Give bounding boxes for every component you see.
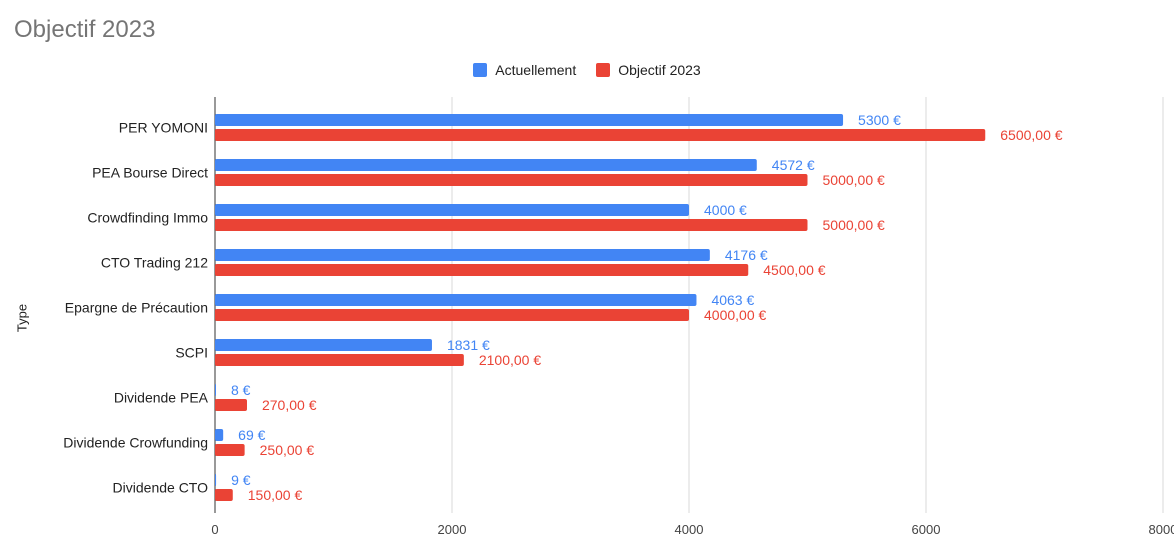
- category-label: PER YOMONI: [119, 120, 208, 136]
- legend-swatch-actuellement: [473, 63, 488, 77]
- x-tick-label: 6000: [912, 522, 941, 537]
- bar-objectif: [215, 444, 245, 456]
- category-label: PEA Bourse Direct: [92, 165, 208, 181]
- x-tick-label: 4000: [675, 522, 704, 537]
- data-label-actuellement: 4572 €: [772, 157, 815, 173]
- data-label-objectif: 150,00 €: [248, 487, 303, 503]
- bar-objectif: [215, 129, 986, 141]
- category-label: Dividende Crowfunding: [63, 435, 208, 451]
- data-label-objectif: 2100,00 €: [479, 352, 541, 368]
- bar-objectif: [215, 264, 749, 276]
- category-label: Dividende PEA: [114, 390, 209, 406]
- x-tick-label: 0: [211, 522, 218, 537]
- bar-actuellement: [215, 249, 710, 261]
- bar-actuellement: [215, 159, 757, 171]
- legend: Actuellement Objectif 2023: [0, 62, 1174, 78]
- legend-label-objectif: Objectif 2023: [618, 62, 701, 78]
- chart-title: Objectif 2023: [14, 16, 156, 43]
- bar-objectif: [215, 174, 808, 186]
- data-label-actuellement: 8 €: [231, 382, 251, 398]
- data-label-actuellement: 5300 €: [858, 112, 901, 128]
- bar-objectif: [215, 354, 464, 366]
- data-label-objectif: 6500,00 €: [1000, 127, 1062, 143]
- data-label-objectif: 5000,00 €: [823, 217, 885, 233]
- x-tick-label: 2000: [438, 522, 467, 537]
- data-label-objectif: 5000,00 €: [823, 172, 885, 188]
- category-label: CTO Trading 212: [101, 255, 208, 271]
- legend-label-actuellement: Actuellement: [495, 62, 577, 78]
- bar-actuellement: [215, 294, 697, 306]
- data-label-objectif: 270,00 €: [262, 397, 317, 413]
- legend-item-objectif[interactable]: Objectif 2023: [596, 62, 701, 78]
- data-label-actuellement: 4000 €: [704, 202, 747, 218]
- category-label: SCPI: [175, 345, 208, 361]
- bar-actuellement: [215, 474, 217, 486]
- x-tick-label: 8000: [1149, 522, 1174, 537]
- bar-actuellement: [215, 339, 432, 351]
- legend-item-actuellement[interactable]: Actuellement: [473, 62, 576, 78]
- bar-objectif: [215, 309, 689, 321]
- category-label: Dividende CTO: [113, 480, 209, 496]
- bar-actuellement: [215, 384, 216, 396]
- bar-actuellement: [215, 204, 689, 216]
- category-label: Epargne de Précaution: [65, 300, 208, 316]
- data-label-objectif: 4500,00 €: [763, 262, 825, 278]
- bar-objectif: [215, 489, 233, 501]
- data-label-actuellement: 69 €: [238, 427, 265, 443]
- data-label-objectif: 250,00 €: [260, 442, 315, 458]
- data-label-objectif: 4000,00 €: [704, 307, 766, 323]
- bar-actuellement: [215, 114, 844, 126]
- data-label-actuellement: 4176 €: [725, 247, 768, 263]
- data-label-actuellement: 9 €: [231, 472, 251, 488]
- category-label: Crowdfinding Immo: [87, 210, 208, 226]
- bar-actuellement: [215, 429, 224, 441]
- legend-swatch-objectif: [596, 63, 611, 77]
- data-label-actuellement: 4063 €: [711, 292, 754, 308]
- bar-objectif: [215, 219, 808, 231]
- data-label-actuellement: 1831 €: [447, 337, 490, 353]
- bar-objectif: [215, 399, 247, 411]
